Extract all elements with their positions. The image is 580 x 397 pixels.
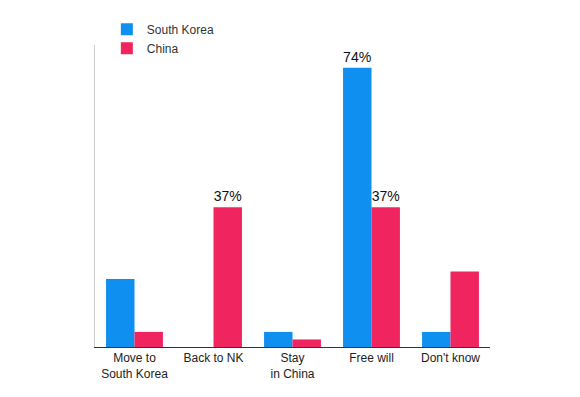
- svg-text:74%: 74%: [343, 49, 372, 65]
- svg-text:Stayin China: Stayin China: [270, 351, 314, 381]
- svg-text:Back to NK: Back to NK: [183, 351, 243, 365]
- svg-text:Move toSouth Korea: Move toSouth Korea: [101, 351, 168, 381]
- svg-text:Free will: Free will: [349, 351, 394, 365]
- svg-text:37%: 37%: [214, 188, 242, 204]
- svg-text:37%: 37%: [372, 188, 400, 204]
- svg-text:South Korea: South Korea: [147, 23, 214, 37]
- svg-text:Don't know: Don't know: [421, 351, 480, 365]
- svg-text:China: China: [147, 42, 179, 56]
